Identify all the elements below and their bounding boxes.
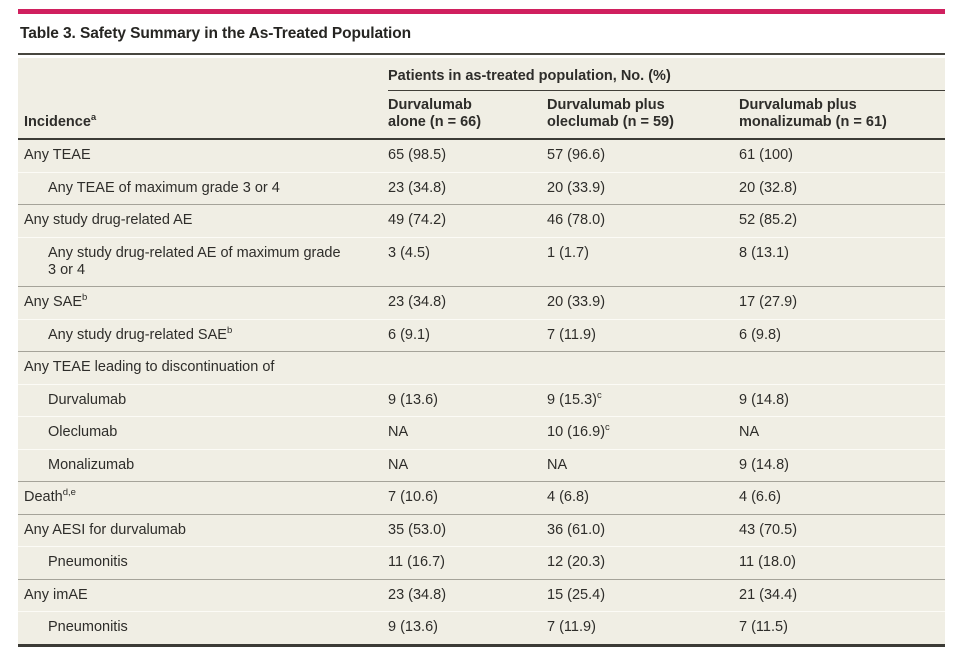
table-row: Oleclumab NA 10 (16.9)c NA bbox=[18, 416, 945, 449]
safety-table: Patients in as-treated population, No. (… bbox=[18, 58, 945, 647]
column-header-durvalumab-alone: Durvalumab alone (n = 66) bbox=[388, 97, 482, 130]
row-label: Any imAE bbox=[24, 586, 88, 603]
cell-value bbox=[547, 352, 739, 384]
row-label: Durvalumab bbox=[48, 391, 127, 408]
cell-value: 11 (16.7) bbox=[388, 554, 445, 570]
title-rule bbox=[18, 53, 945, 55]
table-header-row: Incidencea Durvalumab alone (n = 66) Dur… bbox=[18, 91, 945, 140]
cell-value: 35 (53.0) bbox=[388, 521, 447, 538]
incidence-header-label: Incidence bbox=[24, 114, 91, 130]
row-label: Any study drug-related AE bbox=[24, 212, 193, 228]
cell-value: 49 (74.2) bbox=[388, 212, 447, 228]
table-row: Durvalumab 9 (13.6) 9 (15.3)c 9 (14.8) bbox=[18, 383, 945, 417]
footnote-marker: c bbox=[605, 422, 610, 434]
row-label: Pneumonitis bbox=[48, 619, 128, 635]
cell-value: 20 (33.9) bbox=[547, 179, 606, 196]
footnote-marker: b bbox=[82, 292, 88, 304]
cell-value: 12 (20.3) bbox=[547, 554, 606, 570]
cell-value: 15 (25.4) bbox=[547, 586, 606, 603]
cell-value: 20 (32.8) bbox=[739, 179, 798, 196]
cell-value: 4 (6.6) bbox=[739, 489, 781, 505]
cell-value: 9 (13.6) bbox=[388, 619, 438, 635]
cell-value: 20 (33.9) bbox=[547, 294, 606, 310]
cell-value: 7 (11.9) bbox=[547, 619, 596, 635]
cell-value: 1 (1.7) bbox=[547, 244, 589, 261]
table-row: Any SAEb 23 (34.8) 20 (33.9) 17 (27.9) bbox=[18, 286, 945, 319]
cell-value: 57 (96.6) bbox=[547, 147, 606, 163]
cell-value: 65 (98.5) bbox=[388, 147, 447, 163]
table-row: Deathd,e 7 (10.6) 4 (6.8) 4 (6.6) bbox=[18, 481, 945, 514]
cell-value: 10 (16.9)c bbox=[547, 422, 610, 440]
table-row: Any TEAE leading to discontinuation of bbox=[18, 351, 945, 384]
table-row: Any AESI for durvalumab 35 (53.0) 36 (61.0… bbox=[18, 513, 945, 547]
row-label: Any TEAE of maximum grade 3 or 4 bbox=[48, 179, 280, 196]
table-row: Monalizumab NA NA 9 (14.8) bbox=[18, 448, 945, 482]
row-label: Oleclumab bbox=[48, 424, 118, 440]
table-row: Any study drug-related AE 49 (74.2) 46 (78… bbox=[18, 204, 945, 237]
column-header-durvalumab-oleclumab: Durvalumab plus oleclumab (n = 59) bbox=[547, 97, 674, 130]
table-header-group-row: Patients in as-treated population, No. (… bbox=[18, 58, 945, 91]
cell-value bbox=[739, 352, 945, 384]
cell-value: 9 (15.3)c bbox=[547, 389, 602, 408]
row-label: Any TEAE bbox=[24, 147, 91, 163]
cell-value: 11 (18.0) bbox=[739, 554, 796, 570]
row-label: Any study drug-related AE of maximum gra… bbox=[48, 244, 341, 278]
footnote-marker: b bbox=[226, 324, 233, 336]
cell-value: 23 (34.8) bbox=[388, 586, 447, 603]
cell-value: 52 (85.2) bbox=[739, 212, 798, 228]
cell-value: 21 (34.4) bbox=[739, 586, 798, 603]
cell-value: 6 (9.1) bbox=[388, 326, 430, 343]
cell-value: 43 (70.5) bbox=[739, 521, 798, 538]
cell-value: 9 (13.6) bbox=[388, 391, 438, 408]
table-row: Any imAE 23 (34.8) 15 (25.4) 21 (34.4) bbox=[18, 578, 945, 612]
cell-value: 7 (10.6) bbox=[388, 489, 438, 505]
cell-value: 3 (4.5) bbox=[388, 244, 430, 261]
row-label: Deathd,e bbox=[24, 487, 76, 505]
incidence-footnote-marker: a bbox=[90, 112, 97, 124]
row-label: Any SAEb bbox=[24, 292, 88, 310]
row-label: Any study drug-related SAEb bbox=[48, 324, 233, 343]
header-spacer bbox=[18, 67, 388, 91]
incidence-header: Incidencea bbox=[18, 91, 388, 138]
cell-value: NA bbox=[388, 424, 409, 440]
cell-value: 23 (34.8) bbox=[388, 179, 447, 196]
cell-value: 8 (13.1) bbox=[739, 244, 789, 261]
cell-value: 46 (78.0) bbox=[547, 212, 606, 228]
page: Table 3. Safety Summary in the As-Treate… bbox=[18, 9, 945, 647]
row-label: Monalizumab bbox=[48, 456, 135, 473]
cell-value: NA bbox=[547, 456, 568, 473]
cell-value: 6 (9.8) bbox=[739, 326, 781, 343]
table-body: Any TEAE 65 (98.5) 57 (96.6) 61 (100) Any TE… bbox=[18, 140, 945, 644]
cell-value: 9 (14.8) bbox=[739, 456, 789, 473]
table-row: Any TEAE of maximum grade 3 or 4 23 (34.8… bbox=[18, 171, 945, 205]
column-header-durvalumab-monalizumab: Durvalumab plus monalizumab (n = 61) bbox=[739, 97, 887, 130]
cell-value: 7 (11.9) bbox=[547, 326, 596, 343]
cell-value: 36 (61.0) bbox=[547, 521, 606, 538]
cell-value: 4 (6.8) bbox=[547, 489, 589, 505]
footnote-marker: c bbox=[596, 389, 602, 401]
cell-value: NA bbox=[739, 424, 760, 440]
table-row: Pneumonitis 11 (16.7) 12 (20.3) 11 (18.0) bbox=[18, 546, 945, 579]
group-header: Patients in as-treated population, No. (… bbox=[388, 67, 945, 91]
cell-value: NA bbox=[388, 456, 409, 473]
row-label: Any AESI for durvalumab bbox=[24, 521, 186, 538]
cell-value bbox=[388, 352, 547, 384]
table-row: Any study drug-related SAEb 6 (9.1) 7 (11.… bbox=[18, 318, 945, 352]
row-label: Any TEAE leading to discontinuation of bbox=[24, 359, 275, 375]
table-title: Table 3. Safety Summary in the As-Treate… bbox=[20, 25, 412, 42]
cell-value: 23 (34.8) bbox=[388, 294, 447, 310]
row-label: Pneumonitis bbox=[48, 554, 128, 570]
cell-value: 9 (14.8) bbox=[739, 391, 789, 408]
cell-value: 7 (11.5) bbox=[739, 619, 788, 635]
table-row: Any study drug-related AE of maximum gra… bbox=[18, 236, 945, 287]
group-header-label: Patients in as-treated population, No. (… bbox=[388, 68, 671, 84]
accent-bar bbox=[18, 9, 945, 14]
table-row: Pneumonitis 9 (13.6) 7 (11.9) 7 (11.5) bbox=[18, 611, 945, 644]
cell-value: 61 (100) bbox=[739, 147, 794, 163]
cell-value: 17 (27.9) bbox=[739, 294, 798, 310]
table-row: Any TEAE 65 (98.5) 57 (96.6) 61 (100) bbox=[18, 140, 945, 172]
footnote-marker: d,e bbox=[62, 487, 76, 499]
